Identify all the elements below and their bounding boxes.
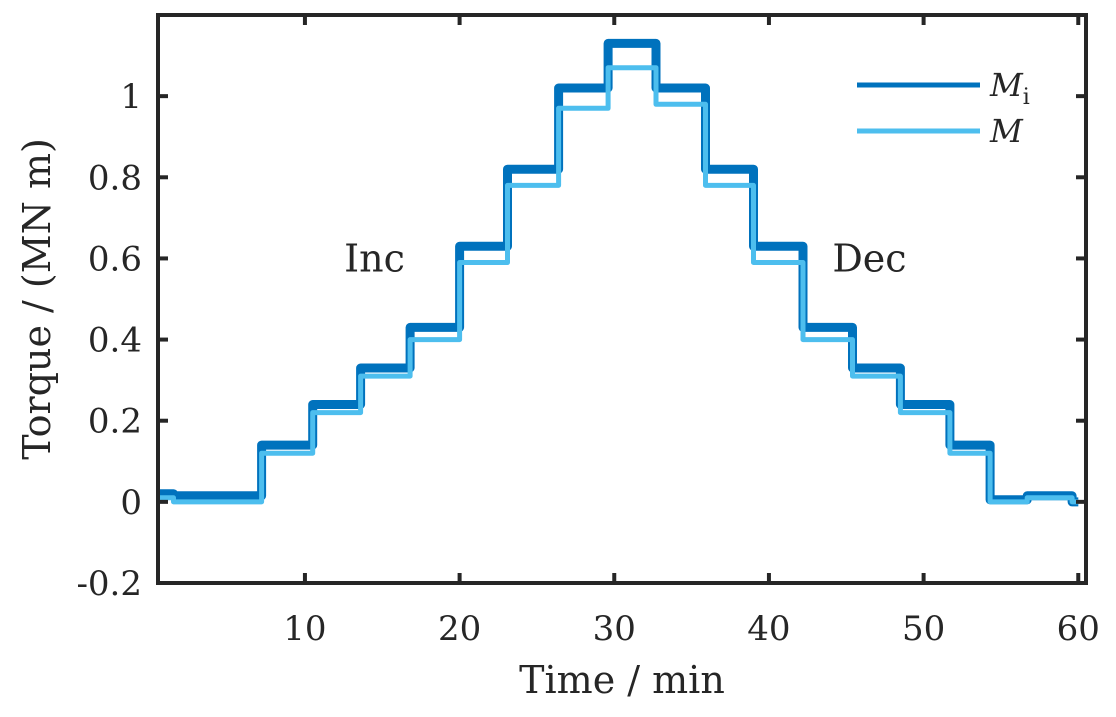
x-tick-label-5: 60 <box>1057 609 1100 649</box>
y-tick-label-2: 0.2 <box>88 402 142 442</box>
legend-label-mi: Mi <box>989 66 1030 110</box>
annotation-dec: Dec <box>832 236 906 280</box>
x-tick-label-4: 50 <box>902 609 945 649</box>
plot-frame <box>156 13 1088 585</box>
x-tick-label-1: 20 <box>438 609 481 649</box>
y-tick-label-1: 0 <box>120 483 142 523</box>
series-line-1 <box>158 65 1079 505</box>
ticks-layer: 10 20 30 40 50 60 -0.2 0 0.2 0.4 0.6 0.8 1 <box>76 15 1100 649</box>
legend-label-m: M <box>989 112 1024 150</box>
series-line-0 <box>158 38 1079 507</box>
annotation-inc: Inc <box>344 236 405 280</box>
x-tick-label-0: 10 <box>283 609 326 649</box>
y-tick-label-6: 1 <box>120 77 142 117</box>
x-axis-label: Time / min <box>519 658 725 702</box>
y-tick-label-5: 0.8 <box>88 158 142 198</box>
y-tick-label-4: 0.6 <box>88 239 142 279</box>
y-axis-label: Torque / (MN m) <box>15 138 59 460</box>
series-layer <box>158 38 1079 507</box>
x-tick-label-3: 40 <box>747 609 790 649</box>
y-tick-label-3: 0.4 <box>88 321 142 361</box>
legend: Mi M <box>857 66 1030 150</box>
x-tick-label-2: 30 <box>593 609 636 649</box>
y-tick-label-0: -0.2 <box>76 564 142 604</box>
